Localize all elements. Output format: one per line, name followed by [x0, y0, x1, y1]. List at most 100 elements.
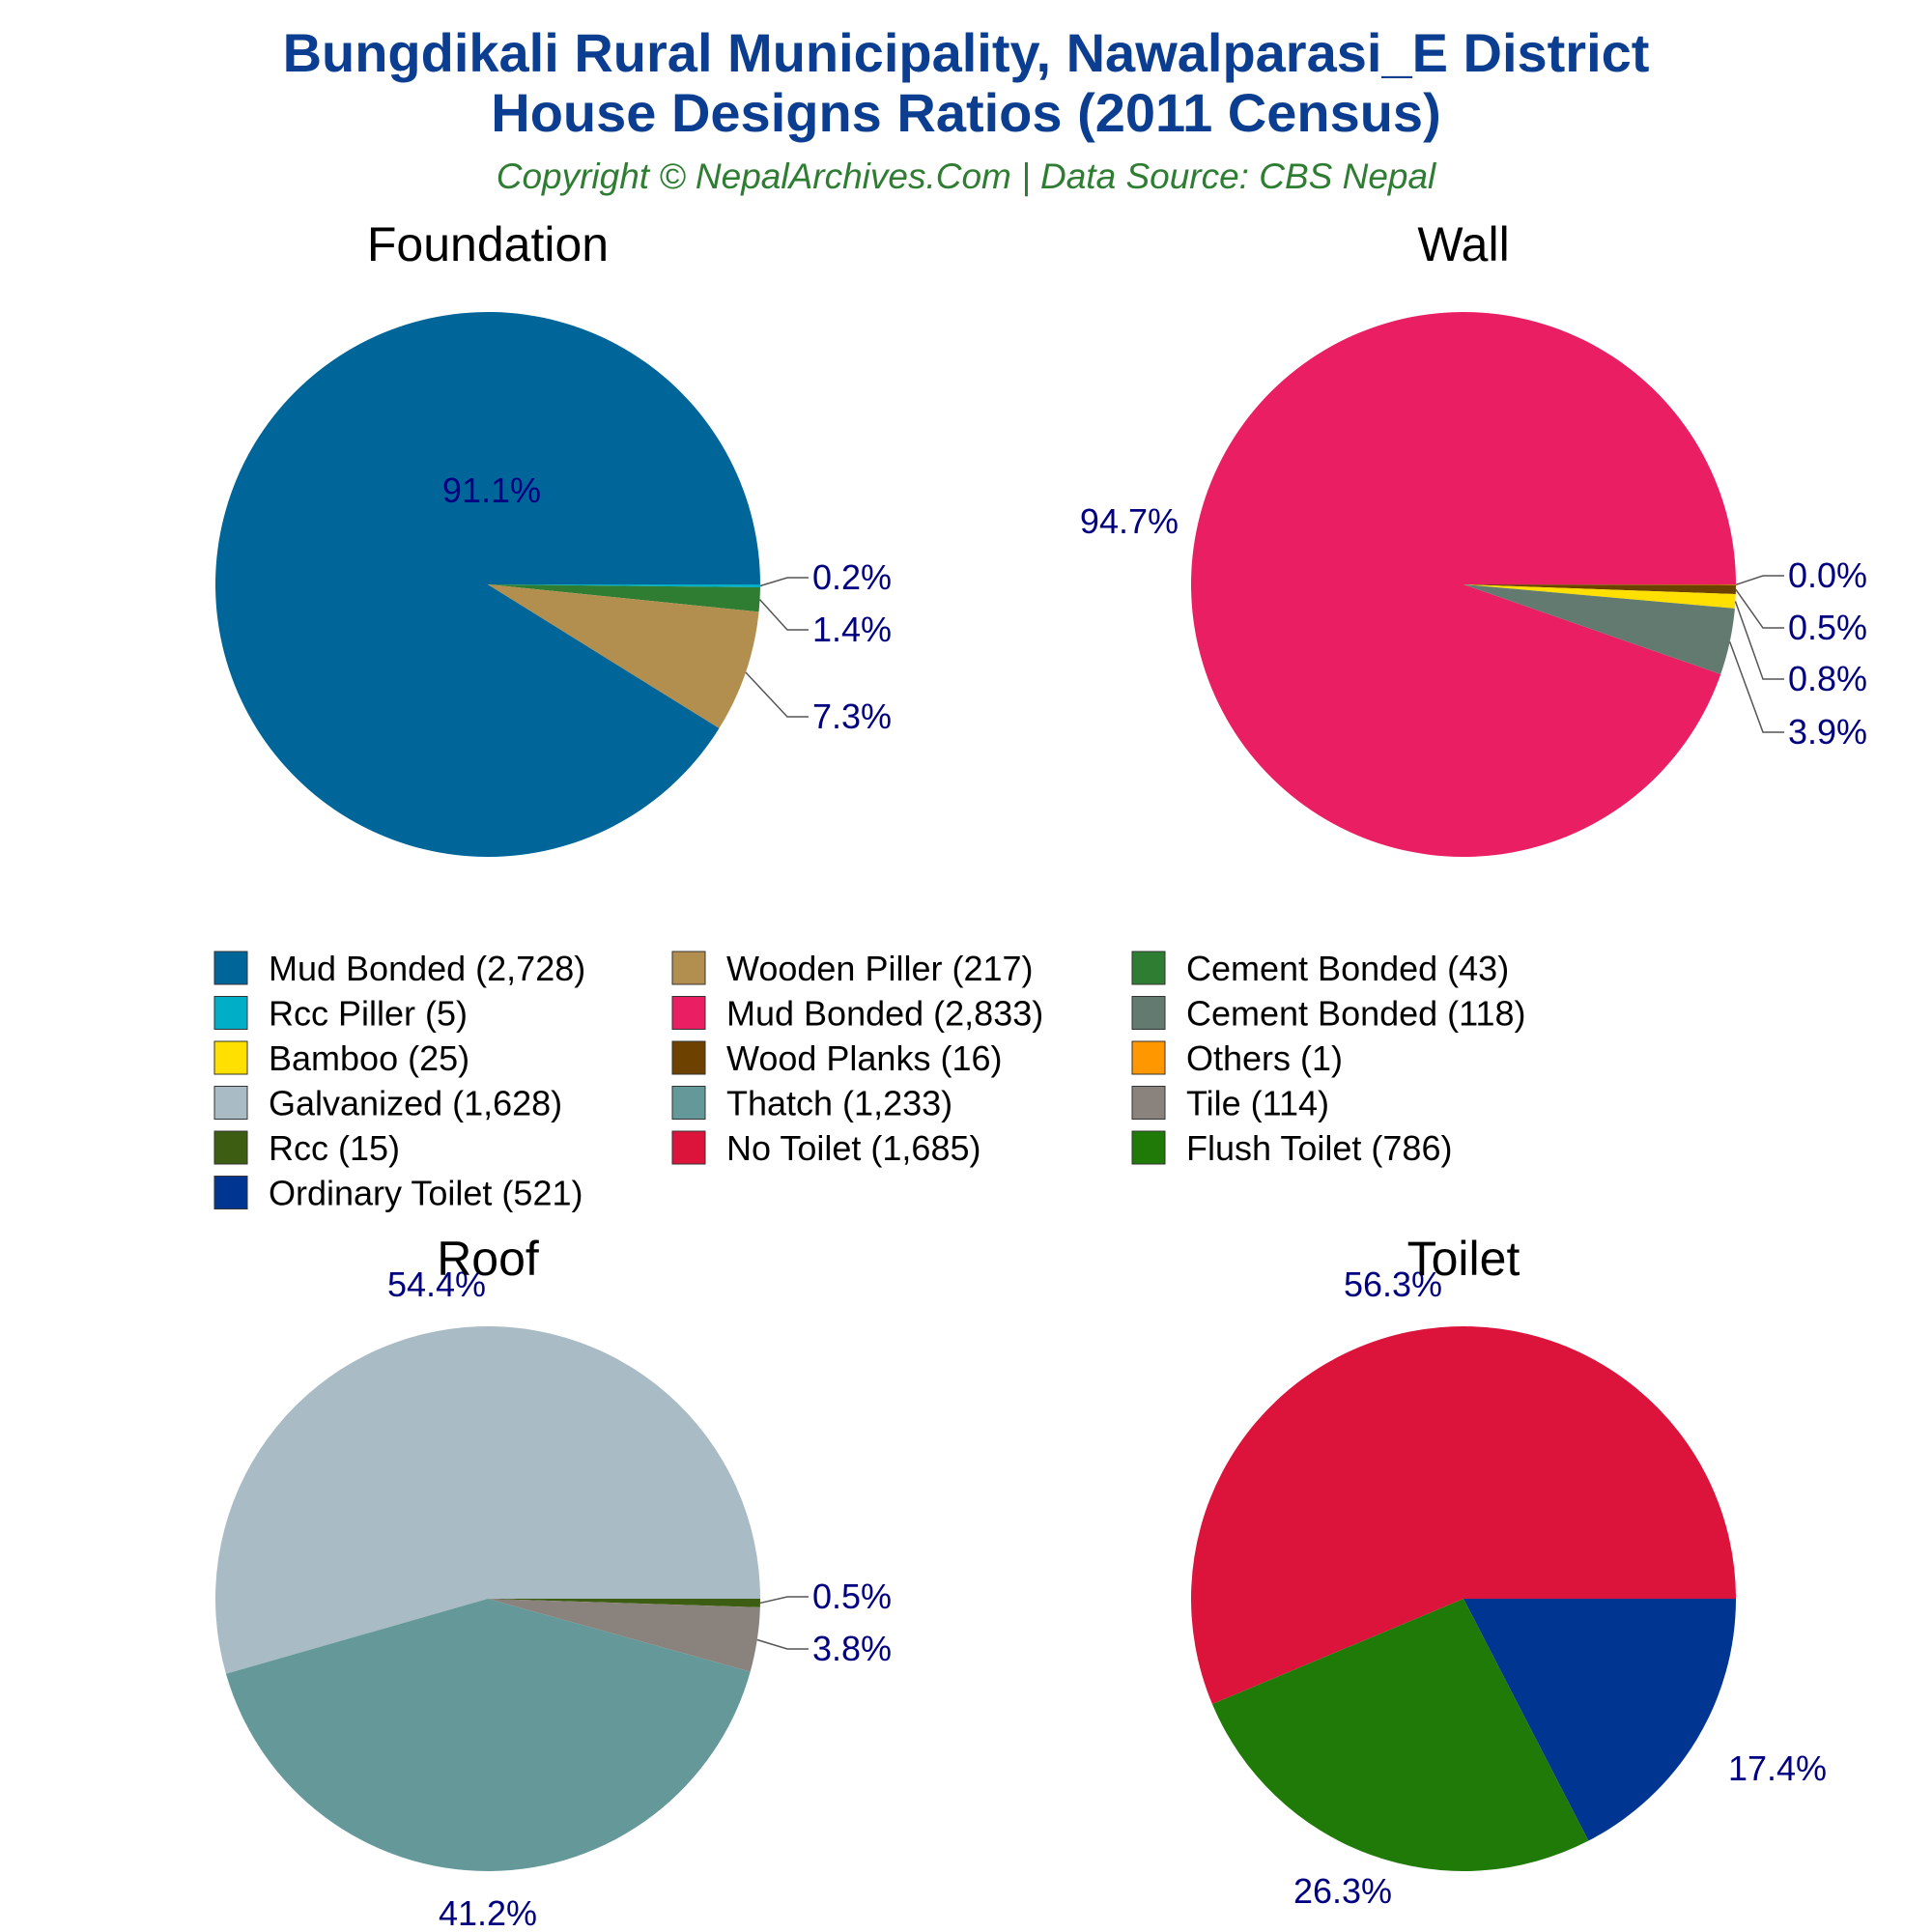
pie-title-foundation: Foundation — [367, 217, 609, 271]
pie-slice-tile — [488, 1599, 760, 1672]
pie-pct-label: 54.4% — [387, 1264, 486, 1304]
legend-swatch — [1131, 951, 1166, 985]
pie-slice-ordinary-toilet — [1463, 1599, 1736, 1841]
pie-title-wall: Wall — [1417, 217, 1509, 271]
legend-item: Tile (114) — [1131, 1084, 1329, 1123]
legend-item: Mud Bonded (2,833) — [671, 994, 1043, 1034]
pie-leader-line — [759, 599, 809, 631]
legend-label: Cement Bonded (118) — [1186, 994, 1526, 1034]
legend-swatch — [213, 1176, 248, 1209]
pie-slice-rcc-piller — [488, 584, 760, 587]
pie-pct-label: 3.9% — [1788, 712, 1867, 752]
legend-swatch — [213, 1130, 248, 1165]
legend-item: Wooden Piller (217) — [671, 949, 1034, 988]
legend-label: Flush Toilet (786) — [1186, 1128, 1452, 1168]
legend-swatch — [213, 1040, 248, 1075]
legend-item: Thatch (1,233) — [671, 1084, 952, 1123]
legend-swatch — [671, 951, 706, 985]
pie-title-roof: Roof — [437, 1232, 539, 1286]
legend-label: No Toilet (1,685) — [726, 1128, 980, 1168]
pie-pct-label: 7.3% — [812, 696, 892, 736]
pie-leader-line — [1734, 601, 1784, 680]
pie-pct-label: 26.3% — [1293, 1871, 1392, 1911]
pie-leader-line — [1728, 641, 1784, 733]
legend-label: Mud Bonded (2,833) — [726, 994, 1043, 1034]
legend-item: Bamboo (25) — [213, 1038, 469, 1078]
legend-item: Galvanized (1,628) — [213, 1084, 562, 1123]
pie-leader-line — [759, 577, 809, 587]
legend-label: Wood Planks (16) — [726, 1038, 1002, 1078]
legend-swatch — [1131, 1130, 1166, 1165]
legend-label: Cement Bonded (43) — [1186, 949, 1509, 988]
legend-label: Others (1) — [1186, 1038, 1343, 1078]
pie-slice-cement-bonded — [488, 584, 760, 612]
pie-title-toilet: Toilet — [1407, 1232, 1520, 1286]
legend-swatch — [213, 996, 248, 1030]
pie-pct-label: 1.4% — [812, 610, 892, 649]
legend-item: Others (1) — [1131, 1038, 1343, 1078]
legend-swatch — [1131, 996, 1166, 1030]
legend-swatch — [671, 1130, 706, 1165]
legend-swatch — [671, 1040, 706, 1075]
pie-slice-bamboo — [1463, 584, 1736, 609]
legend-swatch — [213, 951, 248, 985]
legend-swatch — [1131, 1086, 1166, 1120]
pie-leader-line — [756, 1638, 809, 1650]
legend-item: Rcc (15) — [213, 1128, 400, 1168]
pie-leader-line — [745, 671, 809, 718]
pie-pct-label: 91.1% — [442, 470, 541, 510]
pie-slice-thatch — [225, 1599, 751, 1872]
chart-title-line1: Bungdikali Rural Municipality, Nawalpara… — [283, 22, 1650, 83]
pie-foundation: 91.1% 0.2% 1.4% 7.3% Foundation — [214, 217, 892, 858]
legend-item: Ordinary Toilet (521) — [213, 1174, 582, 1213]
pie-pct-label: 0.5% — [812, 1577, 892, 1616]
legend-item: No Toilet (1,685) — [671, 1128, 980, 1168]
pie-leader-line — [1735, 575, 1784, 586]
pie-leader-line — [1735, 588, 1784, 629]
legend-swatch — [671, 996, 706, 1030]
legend-label: Rcc Piller (5) — [269, 994, 468, 1034]
pie-slice-others — [1463, 584, 1736, 585]
pie-slice-cement-bonded — [1463, 584, 1735, 674]
legend-label: Mud Bonded (2,728) — [269, 949, 585, 988]
pie-pct-label: 3.8% — [812, 1629, 892, 1668]
legend: Mud Bonded (2,728) Wooden Piller (217) Cem… — [213, 949, 1526, 1213]
pie-slice-mud-bonded — [1190, 311, 1736, 857]
pie-slice-wood-planks — [1463, 584, 1736, 595]
pie-pct-label: 0.5% — [1788, 608, 1867, 647]
pie-toilet: 56.3% 17.4% 26.3% Toilet — [1190, 1232, 1827, 1911]
legend-item: Mud Bonded (2,728) — [213, 949, 585, 988]
pie-pct-label: 0.2% — [812, 557, 892, 597]
chart-title-line2: House Designs Ratios (2011 Census) — [491, 82, 1440, 143]
legend-swatch — [671, 1086, 706, 1120]
pie-pct-label: 0.8% — [1788, 659, 1867, 698]
legend-label: Thatch (1,233) — [726, 1084, 952, 1123]
legend-swatch — [213, 1086, 248, 1120]
legend-label: Bamboo (25) — [269, 1038, 469, 1078]
legend-item: Rcc Piller (5) — [213, 994, 468, 1034]
legend-label: Rcc (15) — [269, 1128, 400, 1168]
pie-pct-label: 41.2% — [439, 1893, 537, 1932]
legend-item: Cement Bonded (118) — [1131, 994, 1526, 1034]
legend-swatch — [1131, 1040, 1166, 1075]
legend-item: Flush Toilet (786) — [1131, 1128, 1452, 1168]
pie-pct-label: 94.7% — [1080, 501, 1179, 541]
legend-label: Ordinary Toilet (521) — [269, 1174, 582, 1213]
legend-item: Wood Planks (16) — [671, 1038, 1002, 1078]
pie-wall: 94.7% 0.0% 0.5% 0.8% 3.9% Wall — [1080, 217, 1867, 857]
pies-group: 91.1% 0.2% 1.4% 7.3% Foundation 94.7% 0.0% 0.5%… — [214, 217, 1867, 1932]
pie-pct-label: 17.4% — [1728, 1748, 1827, 1788]
legend-label: Galvanized (1,628) — [269, 1084, 562, 1123]
legend-item: Cement Bonded (43) — [1131, 949, 1509, 988]
pie-pct-label: 0.0% — [1788, 555, 1867, 595]
pie-leader-line — [759, 1596, 809, 1605]
pie-slice-no-toilet — [1190, 1325, 1736, 1705]
legend-label: Wooden Piller (217) — [726, 949, 1034, 988]
pie-slice-rcc — [488, 1599, 760, 1607]
chart-subtitle: Copyright © NepalArchives.Com | Data Sou… — [497, 156, 1437, 196]
pie-pct-label: 56.3% — [1344, 1264, 1442, 1304]
pie-slice-wooden-piller — [488, 584, 759, 728]
pie-roof: 54.4% 0.5% 3.8% 41.2% Roof — [214, 1232, 892, 1932]
pie-slice-flush-toilet — [1211, 1599, 1589, 1871]
